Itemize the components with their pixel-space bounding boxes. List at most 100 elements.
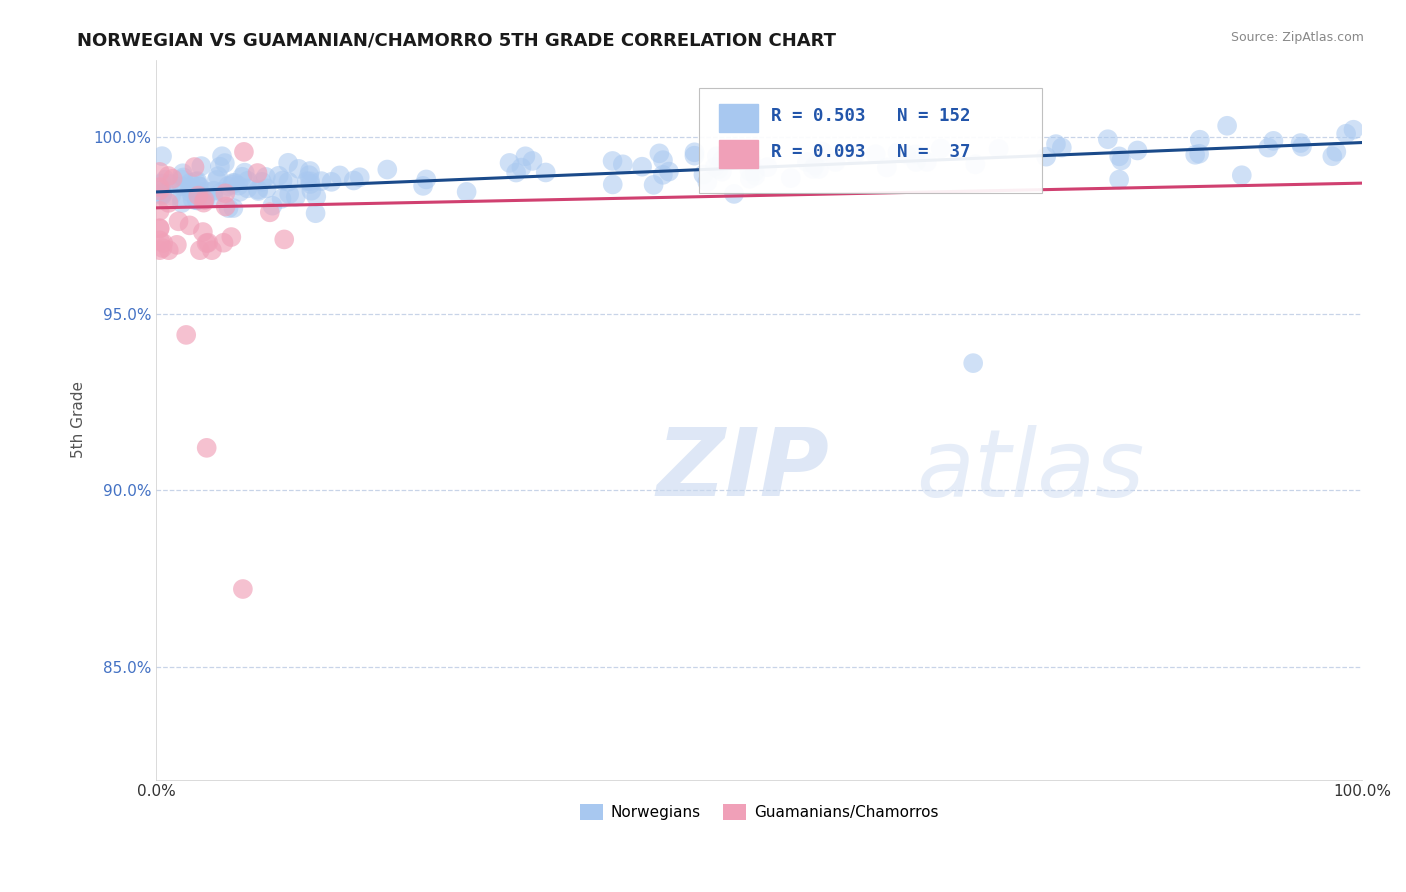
Point bbox=[232, 145, 254, 159]
Point bbox=[515, 149, 537, 163]
Point bbox=[811, 145, 834, 159]
Point bbox=[779, 171, 801, 186]
Point bbox=[1126, 144, 1149, 158]
Point bbox=[149, 183, 172, 197]
Point bbox=[1257, 141, 1279, 155]
Point bbox=[412, 178, 434, 193]
Point bbox=[157, 169, 180, 183]
Point bbox=[159, 177, 181, 191]
Point bbox=[1050, 140, 1073, 154]
Point bbox=[1108, 172, 1130, 186]
Point bbox=[155, 172, 177, 186]
Point bbox=[183, 160, 205, 174]
FancyBboxPatch shape bbox=[699, 88, 1042, 193]
Point bbox=[233, 166, 256, 180]
Point bbox=[217, 179, 239, 194]
Point bbox=[256, 181, 278, 195]
Point bbox=[270, 192, 292, 206]
Point bbox=[271, 173, 294, 187]
Point bbox=[602, 178, 624, 192]
Point bbox=[1230, 168, 1253, 182]
Point bbox=[304, 206, 326, 220]
Point bbox=[214, 199, 236, 213]
Point bbox=[756, 160, 779, 174]
Point bbox=[329, 169, 352, 183]
Point bbox=[179, 181, 201, 195]
Point bbox=[181, 193, 204, 207]
Point bbox=[1343, 122, 1365, 136]
Point bbox=[172, 170, 194, 185]
Point bbox=[522, 153, 544, 168]
Point bbox=[631, 160, 654, 174]
Point bbox=[150, 176, 173, 190]
Point bbox=[150, 188, 173, 202]
Point bbox=[824, 155, 846, 169]
Point bbox=[150, 186, 173, 200]
Point bbox=[683, 149, 706, 163]
Point bbox=[174, 327, 197, 342]
Point bbox=[803, 159, 825, 173]
Point bbox=[612, 157, 634, 171]
Point bbox=[184, 175, 207, 189]
Point bbox=[305, 189, 328, 203]
Point bbox=[865, 147, 887, 161]
Point bbox=[711, 153, 734, 167]
Point bbox=[197, 235, 219, 250]
Point bbox=[704, 160, 727, 174]
Point bbox=[152, 241, 174, 255]
Point bbox=[236, 181, 259, 195]
Point bbox=[1216, 119, 1239, 133]
Point bbox=[299, 174, 322, 188]
Point bbox=[221, 178, 243, 192]
Point bbox=[170, 191, 193, 205]
Point bbox=[744, 164, 766, 178]
Point bbox=[224, 176, 246, 190]
Point bbox=[187, 188, 209, 202]
Point bbox=[710, 164, 733, 178]
Point bbox=[247, 184, 270, 198]
Point bbox=[896, 147, 918, 161]
Point bbox=[534, 165, 557, 179]
Point bbox=[170, 196, 193, 211]
Point bbox=[696, 175, 718, 189]
Point bbox=[652, 168, 675, 182]
Point bbox=[195, 441, 218, 455]
Point bbox=[190, 159, 212, 173]
Point bbox=[211, 149, 233, 163]
Point bbox=[188, 243, 211, 257]
Text: NORWEGIAN VS GUAMANIAN/CHAMORRO 5TH GRADE CORRELATION CHART: NORWEGIAN VS GUAMANIAN/CHAMORRO 5TH GRAD… bbox=[77, 31, 837, 49]
Point bbox=[254, 169, 277, 184]
Point bbox=[738, 164, 761, 178]
Point bbox=[929, 141, 952, 155]
Point bbox=[456, 185, 478, 199]
Point bbox=[149, 203, 172, 218]
Point bbox=[150, 187, 173, 202]
Text: atlas: atlas bbox=[915, 425, 1144, 516]
Point bbox=[299, 184, 322, 198]
Point bbox=[1263, 134, 1285, 148]
Point bbox=[311, 174, 333, 188]
Text: R = 0.503   N = 152: R = 0.503 N = 152 bbox=[770, 107, 970, 126]
Point bbox=[149, 221, 172, 235]
Point bbox=[160, 188, 183, 202]
Point bbox=[905, 155, 928, 169]
Point bbox=[222, 176, 245, 190]
Point bbox=[707, 162, 730, 177]
Point bbox=[191, 225, 214, 239]
Point bbox=[186, 194, 208, 208]
Point bbox=[904, 147, 927, 161]
Point bbox=[211, 185, 233, 199]
Point bbox=[692, 168, 714, 182]
Point bbox=[723, 186, 745, 201]
Point bbox=[172, 166, 194, 180]
Point bbox=[321, 175, 343, 189]
Point bbox=[801, 161, 824, 176]
Point bbox=[349, 170, 371, 185]
Point bbox=[962, 356, 984, 370]
Bar bbox=[720, 104, 758, 132]
Point bbox=[149, 233, 172, 247]
Point bbox=[1289, 136, 1312, 150]
Point bbox=[194, 193, 217, 207]
Point bbox=[228, 178, 250, 193]
Point bbox=[170, 179, 193, 194]
